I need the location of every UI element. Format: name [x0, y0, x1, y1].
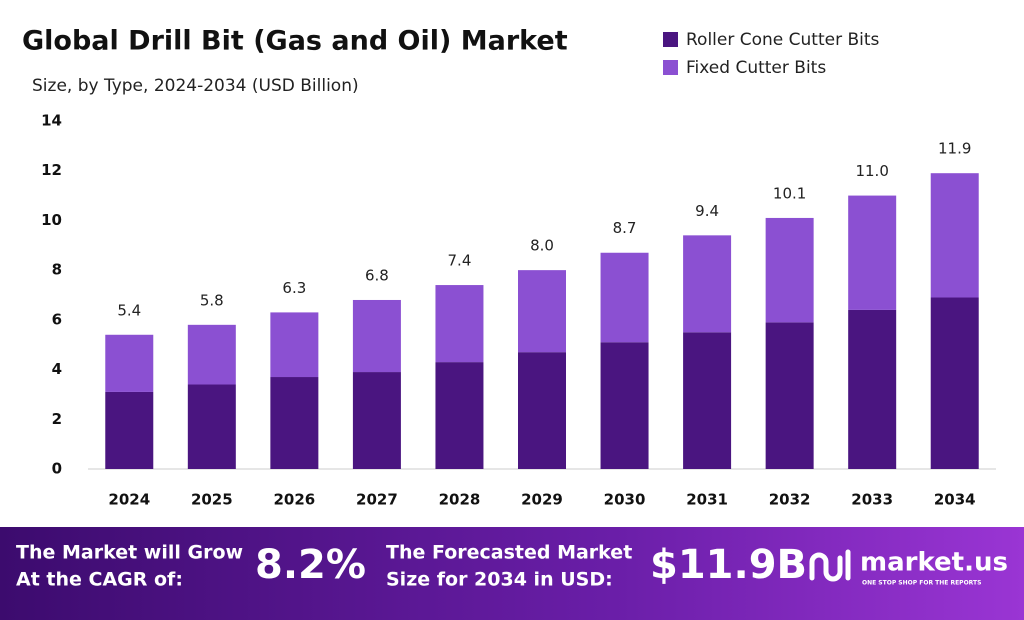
bar-segment — [270, 377, 319, 469]
bar-segment — [435, 362, 484, 469]
bar-segment — [187, 384, 236, 469]
y-tick-label: 10 — [41, 211, 62, 229]
x-tick-label: 2027 — [356, 491, 398, 509]
bar-segment — [187, 324, 236, 385]
legend-swatch — [663, 32, 678, 47]
bar-segment — [600, 252, 649, 343]
x-tick-label: 2034 — [934, 491, 976, 509]
bar-segment — [848, 195, 897, 310]
y-tick-label: 4 — [52, 360, 62, 378]
value-label: 9.4 — [695, 202, 719, 220]
value-label: 6.3 — [282, 279, 306, 297]
x-tick-label: 2031 — [686, 491, 728, 509]
value-label: 8.0 — [530, 237, 554, 255]
y-tick-label: 0 — [52, 460, 62, 478]
y-tick-label: 14 — [41, 112, 62, 130]
bar-segment — [435, 285, 484, 363]
bar-segment — [765, 322, 814, 469]
bar-segment — [683, 235, 732, 333]
bar-segment — [518, 270, 566, 353]
brand-tagline: ONE STOP SHOP FOR THE REPORTS — [862, 580, 981, 587]
x-tick-label: 2026 — [273, 491, 315, 509]
value-label: 7.4 — [448, 252, 472, 270]
chart-subtitle: Size, by Type, 2024-2034 (USD Billion) — [32, 76, 359, 96]
legend-label: Fixed Cutter Bits — [686, 58, 826, 78]
x-tick-label: 2025 — [191, 491, 233, 509]
x-tick-label: 2030 — [604, 491, 646, 509]
value-label: 5.8 — [200, 291, 224, 309]
legend-label: Roller Cone Cutter Bits — [686, 30, 880, 50]
value-label: 8.7 — [613, 219, 637, 237]
y-tick-label: 2 — [52, 410, 62, 428]
x-tick-label: 2024 — [108, 491, 150, 509]
banner — [0, 527, 1024, 620]
x-tick-label: 2028 — [439, 491, 481, 509]
x-tick-label: 2029 — [521, 491, 563, 509]
bar-segment — [105, 334, 154, 392]
cagr-label: The Market will Grow — [16, 542, 243, 564]
value-label: 10.1 — [773, 184, 806, 202]
value-label: 11.0 — [855, 162, 888, 180]
x-tick-label: 2033 — [851, 491, 893, 509]
y-tick-label: 6 — [52, 310, 62, 328]
forecast-label: Size for 2034 in USD: — [386, 569, 613, 591]
x-tick-label: 2032 — [769, 491, 811, 509]
bar-segment — [105, 391, 154, 469]
bar-segment — [600, 342, 649, 469]
chart-title: Global Drill Bit (Gas and Oil) Market — [22, 26, 568, 57]
bar-segment — [518, 352, 566, 469]
bar-segment — [683, 332, 732, 469]
bar-segment — [765, 217, 814, 323]
y-tick-label: 8 — [52, 261, 62, 279]
value-label: 11.9 — [938, 140, 971, 158]
forecast-label: The Forecasted Market — [386, 542, 632, 564]
y-tick-label: 12 — [41, 161, 62, 179]
value-label: 5.4 — [117, 301, 141, 319]
brand-logo — [809, 549, 851, 582]
bar-segment — [270, 312, 319, 378]
bar-segment — [352, 299, 401, 373]
cagr-label: At the CAGR of: — [16, 569, 183, 591]
bar-segment — [352, 372, 401, 469]
legend-swatch — [663, 60, 678, 75]
value-label: 6.8 — [365, 266, 389, 284]
bar-segment — [930, 173, 979, 298]
cagr-value: 8.2% — [255, 542, 366, 588]
bar-segment — [930, 297, 979, 469]
brand-name: market.us — [860, 548, 1008, 578]
bar-segment — [848, 309, 897, 469]
forecast-value: $11.9B — [650, 542, 807, 588]
